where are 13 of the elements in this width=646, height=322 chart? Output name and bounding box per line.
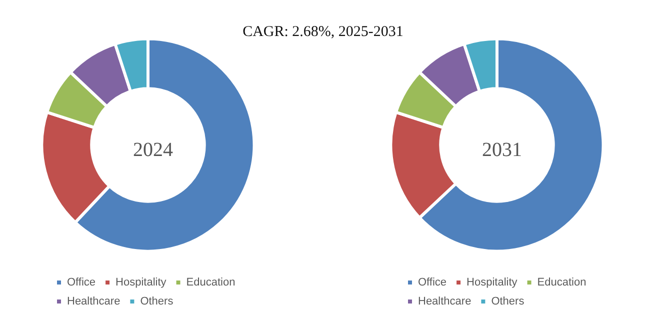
legend-label: Others	[140, 296, 174, 308]
legend-label: Office	[418, 276, 447, 288]
text: 2031	[482, 139, 522, 161]
legend-label: Others	[491, 296, 525, 308]
legend-label: Hospitality	[466, 276, 518, 288]
legend-label: Healthcare	[67, 296, 120, 308]
legend-label: Hospitality	[116, 276, 167, 288]
legend-label: Education	[186, 276, 236, 288]
legend-label: Healthcare	[418, 296, 472, 308]
text: 2024	[133, 139, 173, 161]
legend-label: Education	[537, 276, 586, 288]
text: CAGR: 2.68%, 2025-2031	[242, 24, 404, 41]
legend-label: Office	[67, 276, 96, 288]
